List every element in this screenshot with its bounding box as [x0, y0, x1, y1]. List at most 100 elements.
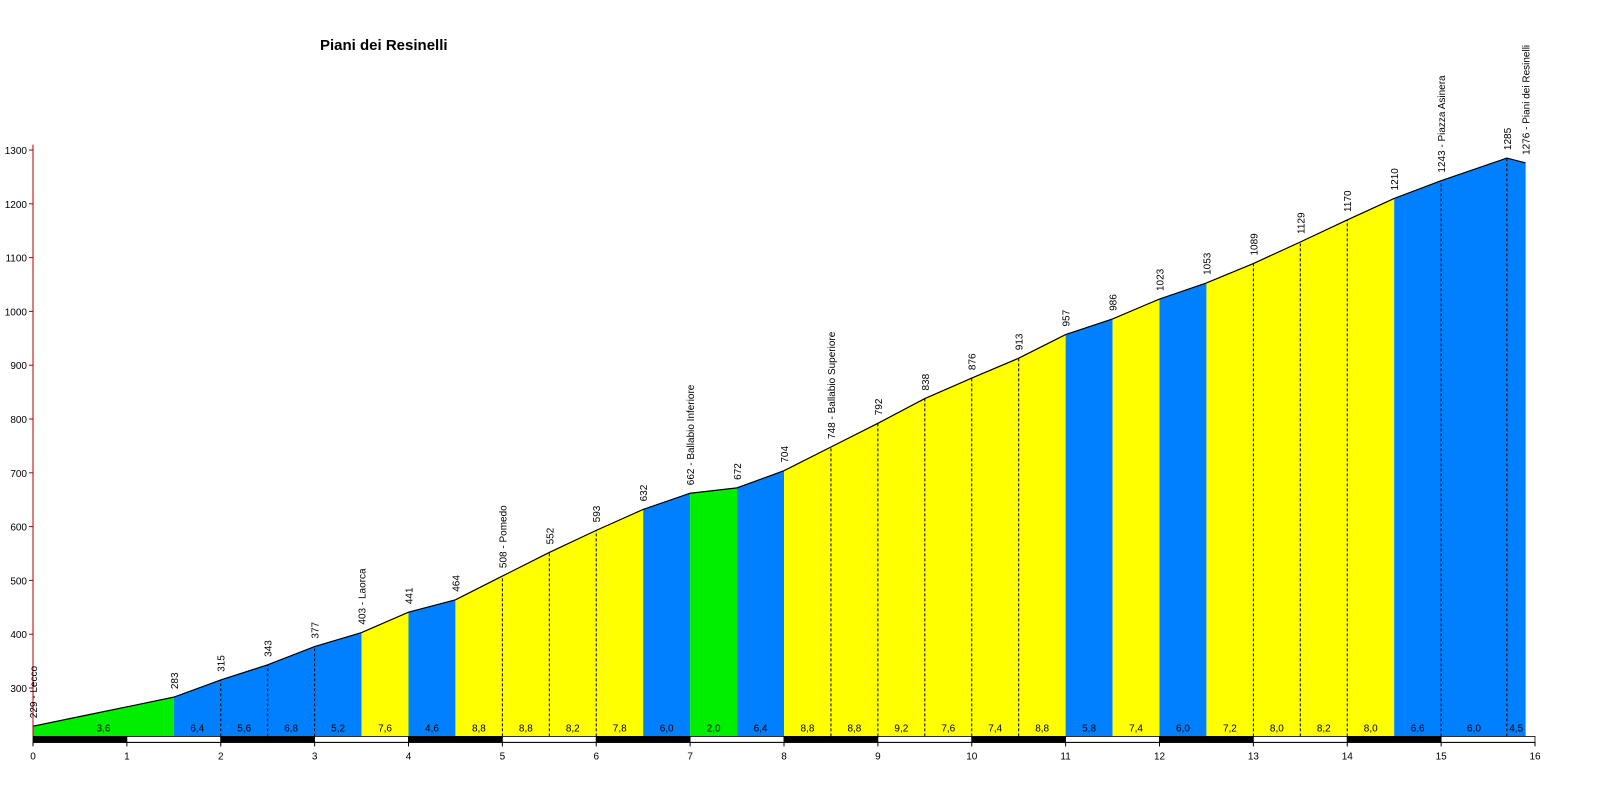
segment-area — [1300, 219, 1348, 737]
km-bar — [408, 736, 503, 743]
segment-area — [33, 697, 174, 737]
gradient-label: 7,6 — [941, 723, 955, 734]
point-label: 1210 — [1390, 168, 1401, 191]
segment-area — [1065, 318, 1113, 737]
km-bar — [595, 736, 691, 743]
point-label: 876 — [968, 353, 979, 370]
segment-area — [690, 487, 738, 737]
point-label: 1276 - Piani dei Resinelli — [1522, 45, 1533, 155]
point-label: 343 — [264, 640, 275, 657]
point-label: 704 — [780, 446, 791, 463]
gradient-label: 8,8 — [519, 723, 533, 734]
gradient-label: 9,2 — [894, 723, 908, 734]
km-bar — [1346, 736, 1442, 743]
gradient-label: 7,8 — [613, 723, 627, 734]
gradient-label: 5,8 — [1082, 723, 1096, 734]
x-tick-label: 1 — [124, 751, 130, 762]
point-label: 593 — [592, 505, 603, 522]
x-tick-label: 2 — [218, 751, 224, 762]
gradient-label: 8,8 — [847, 723, 861, 734]
point-label: 792 — [874, 398, 885, 415]
km-bar — [220, 736, 316, 743]
segment-area — [643, 493, 691, 737]
y-tick-label: 500 — [10, 576, 27, 587]
point-label: 464 — [451, 575, 462, 592]
segment-area — [1112, 299, 1160, 737]
y-tick-label: 800 — [10, 415, 27, 426]
y-tick-label: 1300 — [5, 146, 28, 157]
y-tick-label: 700 — [10, 469, 27, 480]
km-bar — [783, 736, 879, 743]
x-tick-label: 8 — [781, 751, 787, 762]
gradient-label: 8,8 — [1035, 723, 1049, 734]
x-tick-label: 9 — [875, 751, 881, 762]
x-tick-label: 11 — [1060, 751, 1071, 762]
point-label: 662 - Ballabio Inferiore — [686, 384, 697, 485]
y-tick-label: 300 — [10, 684, 27, 695]
segment-area — [220, 664, 268, 737]
point-label: 913 — [1015, 333, 1026, 350]
y-tick-label: 1000 — [5, 307, 28, 318]
segment-area — [267, 646, 315, 737]
segment-area — [596, 509, 644, 737]
x-tick-label: 10 — [966, 751, 978, 762]
segment-area — [1018, 334, 1066, 737]
y-tick-label: 600 — [10, 523, 27, 534]
x-tick-label: 3 — [312, 751, 318, 762]
km-bar — [314, 736, 409, 743]
point-label: 748 - Ballabio Superiore — [827, 331, 838, 439]
point-label: 508 - Pomedo — [498, 505, 509, 568]
gradient-label: 6,0 — [1176, 723, 1190, 734]
point-label: 672 — [733, 463, 744, 480]
point-label: 441 — [405, 587, 416, 604]
gradient-label: 6,4 — [190, 723, 204, 734]
point-label: 229 - Lecco — [29, 666, 40, 719]
point-label: 1023 — [1156, 268, 1167, 291]
point-label: 957 — [1062, 309, 1073, 326]
segment-area — [314, 632, 362, 737]
point-label: 1170 — [1343, 190, 1354, 212]
segment-area — [1441, 158, 1507, 737]
segment-area — [1394, 180, 1442, 737]
x-tick-label: 7 — [687, 751, 693, 762]
km-bar — [1440, 736, 1536, 743]
gradient-label: 8,0 — [1364, 723, 1378, 734]
segment-area — [361, 612, 409, 737]
gradient-label: 6,6 — [1411, 723, 1425, 734]
segment-area — [455, 576, 503, 737]
segment-area — [408, 599, 456, 737]
gradient-label: 8,8 — [801, 723, 815, 734]
point-label: 1285 — [1503, 127, 1514, 150]
gradient-label: 7,2 — [1223, 723, 1237, 734]
x-tick-label: 0 — [30, 751, 36, 762]
segment-area — [549, 530, 597, 737]
x-tick-label: 15 — [1436, 751, 1448, 762]
point-label: 377 — [311, 621, 322, 638]
gradient-label: 7,6 — [378, 723, 392, 734]
gradient-label: 6,0 — [660, 723, 674, 734]
y-tick-label: 400 — [10, 630, 27, 641]
gradient-label: 6,4 — [754, 723, 768, 734]
segment-area — [924, 378, 972, 737]
x-tick-label: 14 — [1342, 751, 1354, 762]
point-label: 986 — [1109, 294, 1120, 311]
point-label: 315 — [217, 655, 228, 672]
gradient-label: 8,2 — [566, 723, 580, 734]
gradient-label: 8,0 — [1270, 723, 1284, 734]
gradient-label: 8,2 — [1317, 723, 1331, 734]
gradient-label: 3,6 — [96, 723, 110, 734]
gradient-label: 6,0 — [1467, 723, 1481, 734]
gradient-label: 4,5 — [1509, 723, 1523, 734]
gradient-label: 6,8 — [284, 723, 298, 734]
km-bar — [501, 736, 597, 743]
km-bar — [32, 736, 128, 743]
y-tick-label: 900 — [10, 361, 27, 372]
km-bar — [1252, 736, 1348, 743]
segment-area — [502, 552, 550, 737]
segment-area — [830, 423, 878, 737]
x-tick-label: 6 — [593, 751, 599, 762]
x-tick-label: 5 — [500, 751, 506, 762]
point-label: 632 — [639, 484, 650, 501]
chart-title: Piani dei Resinelli — [320, 37, 448, 54]
profile-line — [32, 157, 1526, 727]
